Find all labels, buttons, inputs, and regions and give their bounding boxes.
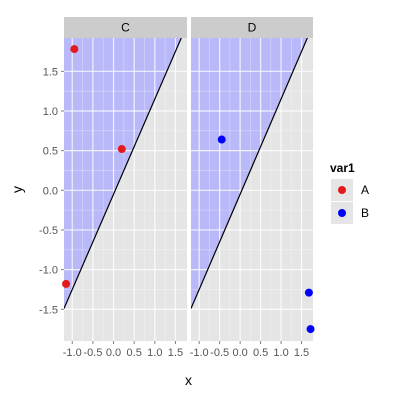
y-tick-label: -1.5 [39, 304, 58, 316]
reference-line [191, 38, 308, 309]
y-tick-label: 1.5 [43, 66, 58, 78]
x-tick-label: 1.0 [147, 347, 162, 359]
data-point-b [217, 135, 226, 144]
facet-panel-d: D -1.0 -0.5 0.0 0.5 1.0 1.5 [190, 17, 315, 359]
facet-strip-label: D [248, 21, 257, 35]
x-tick-label: 0.5 [253, 347, 268, 359]
legend: var1 AB [330, 161, 369, 224]
legend-key-b [338, 209, 346, 217]
legend-label-a: A [361, 183, 369, 197]
x-axis-title: x [185, 372, 192, 388]
shaded-region [64, 38, 187, 309]
x-tick-label: -1.0 [63, 347, 82, 359]
data-point-a [117, 145, 126, 154]
x-tick-label: 0.5 [127, 347, 142, 359]
facet-strip [191, 17, 313, 38]
y-tick-label: 0.0 [43, 185, 58, 197]
data-point-a [70, 45, 79, 54]
reference-line [64, 38, 182, 309]
facet-strip [64, 17, 187, 38]
x-tick-label: 1.0 [273, 347, 288, 359]
x-tick-label: -1.0 [190, 347, 209, 359]
y-tick-label: 1.0 [43, 106, 58, 118]
facet-strip-label: C [121, 21, 130, 35]
legend-key-a [338, 186, 346, 194]
legend-label-b: B [361, 206, 369, 220]
data-point-a [62, 279, 71, 288]
y-tick-label: 0.5 [43, 146, 58, 158]
data-point-b [304, 288, 313, 297]
y-axis-title: y [9, 186, 25, 193]
y-tick-label: -0.5 [39, 225, 58, 237]
x-tick-label: -0.5 [83, 347, 102, 359]
x-tick-label: 1.5 [294, 347, 309, 359]
legend-title: var1 [330, 161, 355, 175]
y-tick-label: -1.0 [39, 265, 58, 277]
x-tick-label: -0.5 [210, 347, 229, 359]
shaded-region [191, 38, 313, 309]
data-point-b [306, 325, 315, 334]
x-tick-label: 1.5 [168, 347, 183, 359]
facet-panel-c: C-1.0 -0.5 0.0 0.5 1.0 1.5-1.5-1.0-0.50.00.51… [39, 17, 187, 359]
x-tick-label: 0.0 [106, 347, 121, 359]
x-tick-label: 0.0 [232, 347, 247, 359]
